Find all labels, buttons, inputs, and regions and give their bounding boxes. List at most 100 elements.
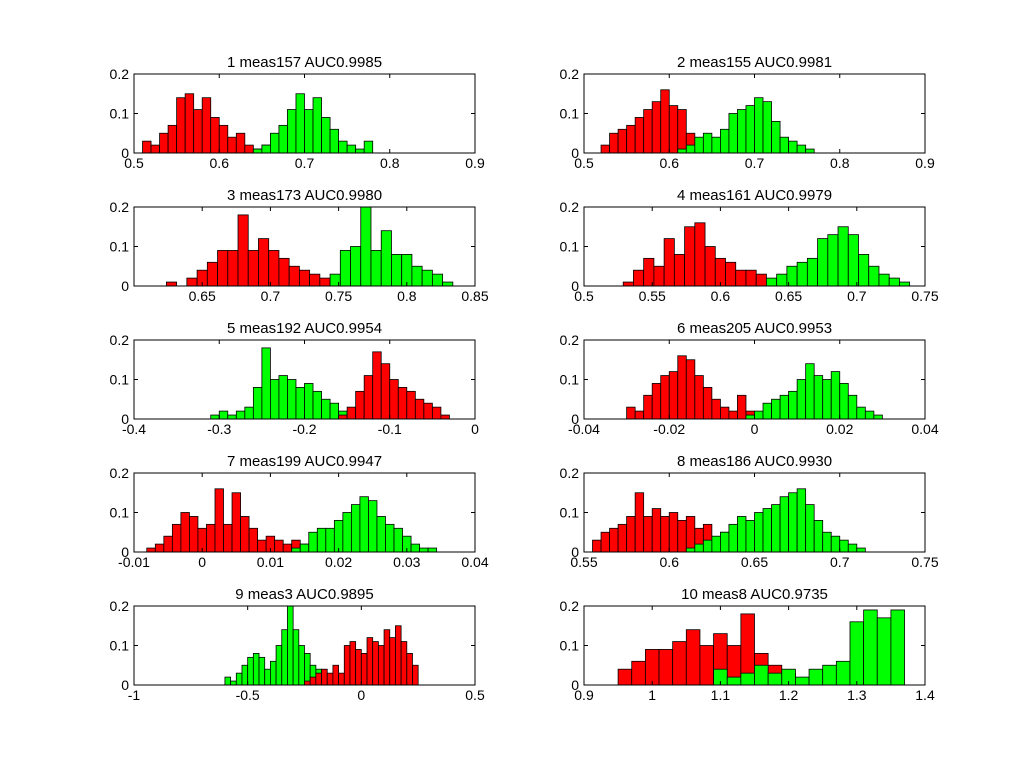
subplot-title: 9 meas3 AUC0.9895 xyxy=(235,586,373,603)
x-tick-label: 0.5 xyxy=(574,288,594,304)
bar xyxy=(633,269,645,287)
bar xyxy=(617,128,628,154)
x-tick-label: 0.6 xyxy=(660,554,680,570)
x-tick-label: 0.75 xyxy=(911,288,938,304)
bar xyxy=(401,253,413,287)
subplot-2: 0.5 0.6 0.7 0.8 0.9 0 0.1 0.2 2 meas155 AUC0.998… xyxy=(560,54,935,171)
x-tick-label: 0.7 xyxy=(295,155,315,171)
x-tick-label: 0.65 xyxy=(189,288,216,304)
bar xyxy=(740,672,755,686)
bar xyxy=(600,531,610,553)
bar xyxy=(329,402,340,420)
bar xyxy=(329,128,340,154)
bar xyxy=(210,414,220,420)
bar xyxy=(817,238,829,287)
bar xyxy=(309,676,317,686)
bar xyxy=(287,379,297,420)
bar xyxy=(235,410,246,420)
bar xyxy=(711,398,721,420)
bar xyxy=(863,609,878,686)
bar xyxy=(350,504,361,553)
bar xyxy=(154,543,165,553)
x-tick-label: 0.5 xyxy=(124,155,144,171)
bar xyxy=(714,257,726,287)
bar xyxy=(658,649,674,686)
bar xyxy=(762,101,772,154)
bar xyxy=(725,261,737,287)
bar xyxy=(805,504,815,553)
bar xyxy=(788,492,798,553)
x-tick-label: -0.04 xyxy=(568,421,600,437)
bar xyxy=(762,508,772,553)
bar xyxy=(414,398,425,420)
y-tick-label: 0.2 xyxy=(110,598,130,614)
x-tick-label: 0.55 xyxy=(570,554,597,570)
bar xyxy=(779,496,790,553)
bar xyxy=(702,132,713,154)
bar xyxy=(186,277,198,287)
x-tick-label: 0.7 xyxy=(847,288,867,304)
bar xyxy=(805,148,815,154)
x-tick-label: -0.1 xyxy=(378,421,402,437)
bar xyxy=(643,257,655,287)
bar xyxy=(677,520,687,553)
y-tick-label: 0.1 xyxy=(560,239,580,255)
bar xyxy=(325,527,335,553)
y-tick-label: 0 xyxy=(121,278,129,294)
bar xyxy=(431,273,444,287)
bar xyxy=(304,653,311,686)
bar xyxy=(292,629,300,686)
y-tick-label: 0.1 xyxy=(560,505,580,521)
bar xyxy=(728,523,738,553)
bar xyxy=(423,402,433,420)
x-tick-label: 0.6 xyxy=(660,155,680,171)
bar xyxy=(400,641,408,686)
y-tick-label: 0 xyxy=(571,544,579,560)
x-tick-label: 0.9 xyxy=(574,687,594,703)
bar xyxy=(258,656,266,686)
bar xyxy=(295,386,305,420)
bar xyxy=(261,347,271,420)
bar xyxy=(176,97,186,154)
x-tick-label: 1.1 xyxy=(711,687,731,703)
bar xyxy=(835,660,851,686)
bar xyxy=(634,492,645,553)
bar xyxy=(223,523,233,553)
bar xyxy=(762,402,772,420)
bar xyxy=(694,375,704,420)
bar xyxy=(726,676,742,686)
bar xyxy=(241,664,249,686)
bar xyxy=(393,527,403,553)
bar xyxy=(218,410,229,420)
x-tick-label: -0.2 xyxy=(292,421,316,437)
y-tick-label: 0.2 xyxy=(560,465,580,481)
bar xyxy=(247,250,259,287)
bar xyxy=(412,664,419,686)
bar xyxy=(385,523,395,553)
bar xyxy=(319,277,331,287)
x-tick-label: 0.04 xyxy=(461,554,488,570)
bar xyxy=(771,121,781,154)
x-tick-label: 0.5 xyxy=(465,687,485,703)
y-tick-label: 0 xyxy=(121,145,129,161)
bar xyxy=(617,668,633,686)
bar xyxy=(728,410,738,420)
bar xyxy=(214,488,224,553)
bar xyxy=(380,363,391,420)
bar xyxy=(827,234,839,287)
bar xyxy=(634,117,645,154)
bar xyxy=(359,496,369,553)
bar xyxy=(258,238,270,287)
bar xyxy=(856,406,866,420)
subplot-10: 0.9 1 1.1 1.2 1.3 1.4 0 0.1 0.2 10 meas8 AUC0.973… xyxy=(560,586,935,703)
bar xyxy=(858,253,870,287)
y-tick-label: 0 xyxy=(121,411,129,427)
x-tick-label: 0.75 xyxy=(325,288,352,304)
series-green xyxy=(745,363,883,420)
bar xyxy=(755,273,767,287)
y-tick-label: 0 xyxy=(571,145,579,161)
x-tick-label: 0.85 xyxy=(461,288,488,304)
bar xyxy=(685,144,696,154)
